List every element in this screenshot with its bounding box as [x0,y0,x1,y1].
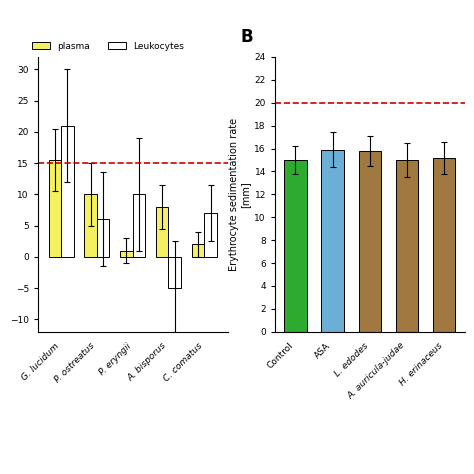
Text: H. erinaceus: H. erinaceus [398,341,444,387]
Text: G. lucidum: G. lucidum [20,341,61,382]
Text: ASA: ASA [313,341,333,360]
Bar [156,207,168,257]
Bar [97,219,109,257]
Text: L. edodes: L. edodes [333,341,370,378]
Bar [49,160,61,257]
Bar [192,244,204,257]
Text: A. auricula-judae: A. auricula-judae [346,341,407,401]
Legend: plasma, Leukocytes: plasma, Leukocytes [28,38,188,54]
Text: A. bisporus: A. bisporus [127,341,168,383]
Bar [204,213,217,257]
Text: P. eryngii: P. eryngii [97,341,133,376]
Bar [84,194,97,257]
Text: B: B [241,28,254,46]
Bar [168,257,181,288]
Bar [120,251,133,257]
Bar [358,151,381,332]
Text: Control: Control [266,341,295,371]
Bar [433,158,455,332]
Bar [321,150,344,332]
Text: C. comatus: C. comatus [162,341,204,383]
Y-axis label: Erythrocyte sedimentation rate
[mm]: Erythrocyte sedimentation rate [mm] [228,118,250,271]
Bar [284,160,307,332]
Text: P. ostreatus: P. ostreatus [54,341,97,384]
Bar [133,194,145,257]
Bar [396,160,418,332]
Bar [61,126,73,257]
